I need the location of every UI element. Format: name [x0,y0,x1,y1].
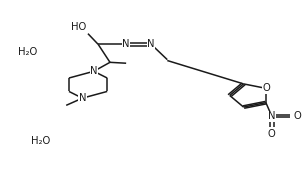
Text: N: N [268,111,275,121]
Text: N: N [122,39,130,49]
Text: HO: HO [71,22,86,32]
Text: N: N [90,66,98,76]
Text: O: O [294,111,301,121]
Text: O: O [268,129,276,139]
Text: H₂O: H₂O [31,136,50,146]
Text: O: O [262,83,270,93]
Text: N: N [147,39,155,49]
Text: H₂O: H₂O [18,47,37,57]
Text: N: N [78,93,86,103]
